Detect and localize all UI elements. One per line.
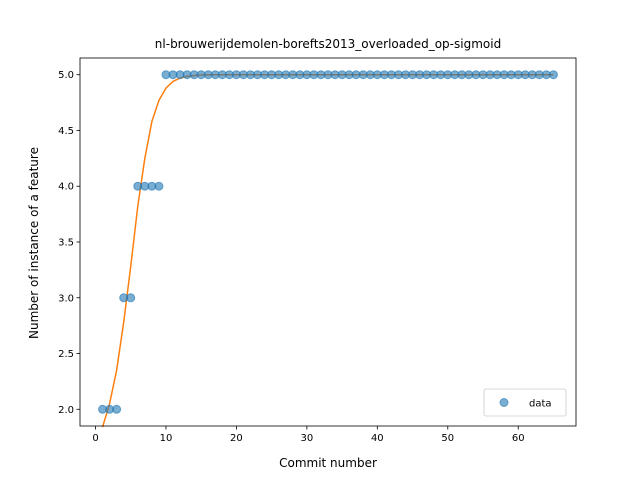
data-point: [548, 70, 558, 80]
x-tick-label: 10: [160, 433, 173, 444]
x-tick-label: 50: [441, 433, 454, 444]
data-point: [154, 181, 164, 191]
y-tick-label: 3.5: [58, 238, 74, 249]
y-tick-label: 2.0: [58, 405, 74, 416]
legend-marker: [499, 398, 509, 407]
x-tick-label: 0: [92, 433, 98, 444]
x-tick-label: 40: [371, 433, 384, 444]
legend-label: data: [529, 399, 552, 410]
x-tick-label: 60: [512, 433, 525, 444]
y-tick-label: 5.0: [58, 70, 74, 81]
y-tick-label: 3.0: [58, 293, 74, 304]
x-axis-label: Commit number: [279, 456, 377, 470]
chart-title: nl-brouwerijdemolen-borefts2013_overload…: [155, 37, 501, 51]
x-tick-label: 30: [300, 433, 313, 444]
y-tick-label: 2.5: [58, 349, 74, 360]
fit-line: [101, 73, 554, 428]
legend-box: [483, 388, 567, 417]
data-point: [126, 293, 136, 303]
data-point: [112, 404, 122, 414]
plot-area: 0 10 20 30 40 50 60 2.0 2.5 3.0 3.5 4.0 4.5 5.0 data: [58, 57, 577, 444]
y-axis-label: Number of instance of a feature: [27, 147, 41, 339]
x-tick-label: 20: [230, 433, 243, 444]
y-tick-label: 4.5: [58, 126, 74, 137]
y-tick-label: 4.0: [58, 182, 74, 193]
